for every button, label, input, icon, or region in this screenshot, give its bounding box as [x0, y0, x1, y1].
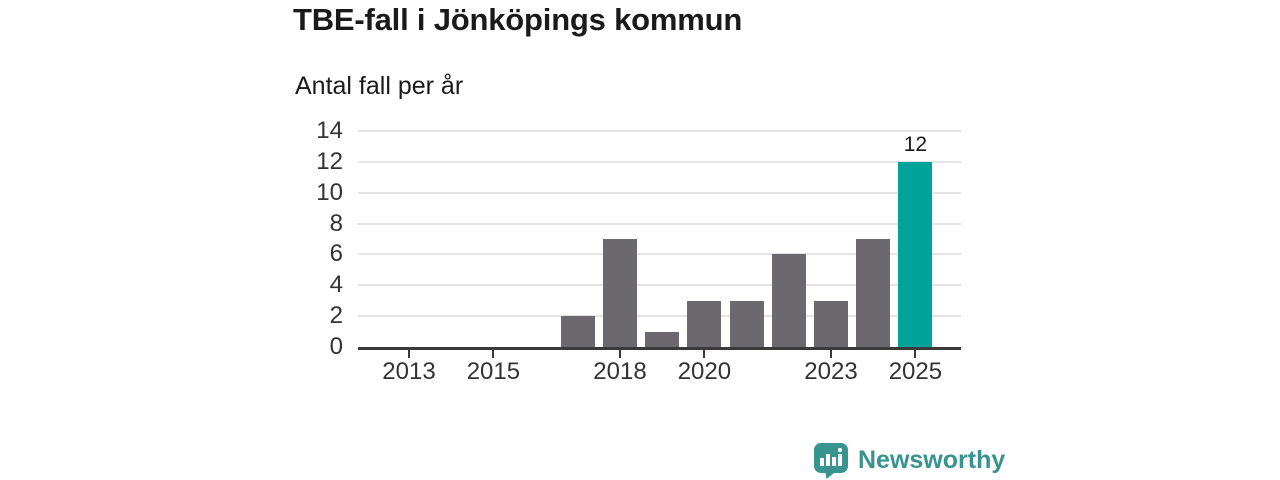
bar-2020	[687, 300, 722, 347]
chart-subtitle: Antal fall per år	[295, 72, 464, 100]
gridline-y-12	[358, 160, 961, 163]
y-axis-tick-label: 8	[329, 209, 343, 237]
x-axis-tick-label: 2015	[466, 358, 521, 385]
x-axis-tick-label: 2023	[804, 358, 858, 385]
gridline-y-6	[358, 253, 961, 256]
y-axis-tick-label: 10	[316, 178, 343, 206]
x-axis-line	[358, 347, 961, 350]
bar-2023	[814, 300, 848, 347]
x-axis-tick	[703, 350, 706, 358]
gridline-y-10	[358, 191, 961, 194]
bar-2025	[898, 161, 933, 347]
bar-2017	[560, 316, 595, 347]
y-axis-tick-label: 4	[329, 271, 343, 299]
bar-2024	[856, 239, 891, 347]
x-axis-tick	[914, 350, 917, 358]
newsworthy-logo-icon	[814, 443, 848, 479]
x-axis-tick-label: 2013	[382, 358, 436, 385]
bar-2022	[771, 254, 806, 347]
x-axis-tick-label: 2018	[593, 358, 647, 385]
chart-title: TBE-fall i Jönköpings kommun	[293, 2, 743, 37]
gridline-y-4	[358, 284, 961, 287]
x-axis-tick	[830, 350, 832, 358]
x-axis-tick-label: 2025	[888, 358, 943, 385]
x-axis-tick	[408, 350, 410, 358]
gridline-y-14	[358, 130, 961, 132]
y-axis-tick-label: 0	[329, 333, 343, 360]
gridline-y-2	[358, 315, 961, 318]
y-axis-tick-label: 2	[329, 302, 343, 330]
gridline-y-8	[358, 222, 961, 225]
y-axis-tick-label: 12	[316, 147, 343, 175]
x-axis-tick	[492, 350, 495, 358]
x-axis-tick-label: 2020	[677, 358, 732, 385]
bar-2018	[603, 239, 637, 347]
brand-footer: Newsworthy	[812, 441, 1005, 479]
y-axis-tick-label: 6	[329, 240, 343, 268]
x-axis-tick	[619, 350, 621, 358]
y-axis-tick-label: 14	[316, 117, 343, 144]
bar-value-label: 12	[903, 132, 928, 156]
brand-name: Newsworthy	[858, 445, 1006, 474]
bar-2021	[729, 300, 764, 347]
bar-2019	[645, 331, 680, 347]
